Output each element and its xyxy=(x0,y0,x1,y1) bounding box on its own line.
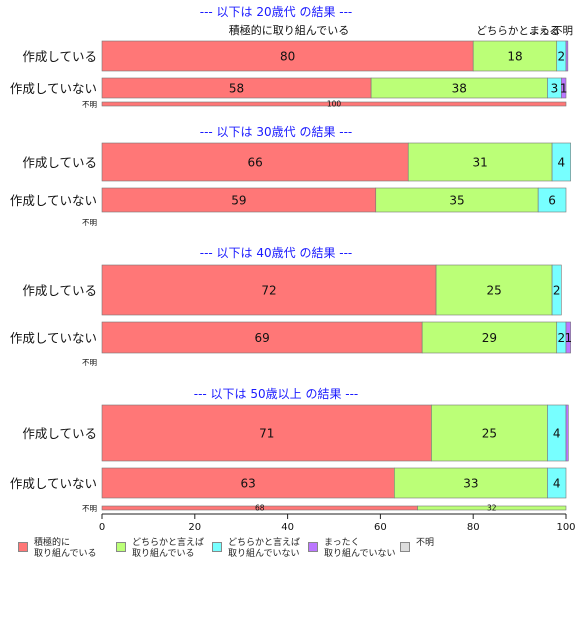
x-tick-label-4: 80 xyxy=(467,522,480,533)
bar-2-0-segment-2 xyxy=(551,264,562,316)
bar-2-1-value-label-0: 69 xyxy=(254,331,269,345)
bar-1-0-value-label-1: 31 xyxy=(473,155,488,169)
legend-swatch xyxy=(18,542,28,552)
top-category-label-1: どちらかと...える xyxy=(476,25,559,37)
legend-item-somewhat-not-engaged: どちらかと言えば 取り組んでいない xyxy=(212,538,300,560)
bar-unknown-0-value-label-0: 100 xyxy=(327,100,342,109)
bar-3-0-segment-0 xyxy=(101,404,432,462)
top-category-label-3: 不明 xyxy=(552,25,573,37)
bar-3-0-value-label-0: 71 xyxy=(259,426,274,440)
row-label-unknown-1: 不明 xyxy=(82,218,97,227)
legend-item-unknown: 不明 xyxy=(400,538,434,552)
row-label-0-0: 作成している xyxy=(22,49,97,64)
row-label-1-0: 作成している xyxy=(22,155,97,170)
row-label-1-1: 作成していない xyxy=(10,193,97,208)
bar-2-1-value-label-1: 29 xyxy=(482,331,497,345)
legend-label: どちらかと言えば 取り組んでいない xyxy=(228,538,301,559)
bar-3-1-segment-0 xyxy=(101,467,395,499)
row-label-unknown-3: 不明 xyxy=(82,504,97,513)
bar-1-1-value-label-1: 35 xyxy=(449,193,464,207)
row-label-2-0: 作成している xyxy=(22,283,97,298)
bar-1-1-value-label-2: 6 xyxy=(548,193,556,207)
row-label-3-0: 作成している xyxy=(22,426,97,441)
legend-item-somewhat-engaged: どちらかと言えば 取り組んでいる xyxy=(116,538,204,560)
legend-item-actively-engaged: 積極的に 取り組んでいる xyxy=(18,538,97,560)
row-label-2-1: 作成していない xyxy=(10,331,97,346)
bar-2-1-value-label-3: 1 xyxy=(564,331,572,345)
group-title-1: --- 以下は 30歳代 の結果 --- xyxy=(200,125,353,139)
legend-label: 積極的に 取り組んでいる xyxy=(34,538,97,559)
bar-unknown-3-value-label-1: 32 xyxy=(487,504,497,513)
bar-2-0-segment-1 xyxy=(435,264,553,316)
legend-swatch xyxy=(308,542,318,552)
bar-1-1-segment-1 xyxy=(375,187,539,213)
legend-label: どちらかと言えば 取り組んでいる xyxy=(132,538,205,559)
bar-0-0-value-label-2: 2 xyxy=(558,49,566,63)
bar-3-0-value-label-1: 25 xyxy=(482,426,497,440)
top-category-label-2: まっ... xyxy=(529,25,560,37)
bar-2-1-segment-0 xyxy=(101,321,423,354)
x-tick-label-3: 60 xyxy=(374,522,387,533)
legend-label: 不明 xyxy=(416,538,435,548)
bar-2-0-value-label-0: 72 xyxy=(261,283,276,297)
bar-0-0-value-label-0: 80 xyxy=(280,49,295,63)
bar-1-0-value-label-0: 66 xyxy=(247,155,262,169)
bar-3-1-value-label-2: 4 xyxy=(553,476,561,490)
x-tick-label-1: 20 xyxy=(188,522,201,533)
row-label-unknown-0: 不明 xyxy=(82,100,97,109)
bar-3-1-value-label-0: 63 xyxy=(241,476,256,490)
bar-1-0-segment-0 xyxy=(101,142,409,182)
legend-item-not-engaged: まったく 取り組んでいない xyxy=(308,538,396,560)
bar-0-1-value-label-1: 38 xyxy=(452,81,467,95)
group-title-0: --- 以下は 20歳代 の結果 --- xyxy=(200,5,353,19)
bar-0-1-value-label-2: 3 xyxy=(551,81,559,95)
legend-swatch xyxy=(116,542,126,552)
bar-3-1-segment-2 xyxy=(547,467,567,499)
group-title-3: --- 以下は 50歳以上 の結果 --- xyxy=(194,387,359,401)
bar-3-0-value-label-2: 4 xyxy=(553,426,561,440)
row-label-unknown-2: 不明 xyxy=(82,358,97,367)
x-tick-label-5: 100 xyxy=(556,522,575,533)
bar-3-1-segment-1 xyxy=(394,467,548,499)
bar-0-0-segment-0 xyxy=(101,40,474,72)
row-label-3-1: 作成していない xyxy=(10,476,97,491)
bar-2-1-segment-3 xyxy=(565,321,571,354)
bar-2-1-segment-1 xyxy=(421,321,558,354)
legend-swatch xyxy=(212,542,222,552)
bar-2-1-value-label-2: 2 xyxy=(558,331,566,345)
chart-legend: 積極的に 取り組んでいる どちらかと言えば 取り組んでいる どちらかと言えば 取… xyxy=(14,538,574,564)
bar-1-1-segment-0 xyxy=(101,187,377,213)
bar-1-0-value-label-2: 4 xyxy=(558,155,566,169)
bar-unknown-3-segment-1 xyxy=(417,505,567,511)
bar-0-1-value-label-0: 58 xyxy=(229,81,244,95)
bar-unknown-0-segment-0 xyxy=(101,101,567,107)
bar-3-1-value-label-1: 33 xyxy=(463,476,478,490)
bar-unknown-3-value-label-0: 68 xyxy=(255,504,265,513)
bar-0-1-segment-3 xyxy=(561,77,567,99)
bar-2-0-value-label-2: 2 xyxy=(553,283,561,297)
x-tick-label-0: 0 xyxy=(99,522,105,533)
top-category-label-0: 積極的に取り組んでいる xyxy=(229,23,349,37)
legend-swatch xyxy=(400,542,410,552)
bar-0-0-segment-1 xyxy=(472,40,558,72)
bar-1-1-segment-2 xyxy=(537,187,567,213)
bar-3-0-segment-3 xyxy=(565,404,569,462)
bar-1-0-segment-2 xyxy=(551,142,571,182)
legend-label: まったく 取り組んでいない xyxy=(324,538,396,559)
bar-2-0-segment-0 xyxy=(101,264,437,316)
bar-2-0-value-label-1: 25 xyxy=(486,283,501,297)
bar-0-0-value-label-1: 18 xyxy=(507,49,522,63)
row-label-0-1: 作成していない xyxy=(10,81,97,96)
bar-1-1-value-label-0: 59 xyxy=(231,193,246,207)
x-tick-label-2: 40 xyxy=(281,522,294,533)
group-title-2: --- 以下は 40歳代 の結果 --- xyxy=(200,246,353,260)
bar-0-1-value-label-3: 1 xyxy=(560,81,568,95)
bar-0-0-segment-3 xyxy=(565,40,569,72)
